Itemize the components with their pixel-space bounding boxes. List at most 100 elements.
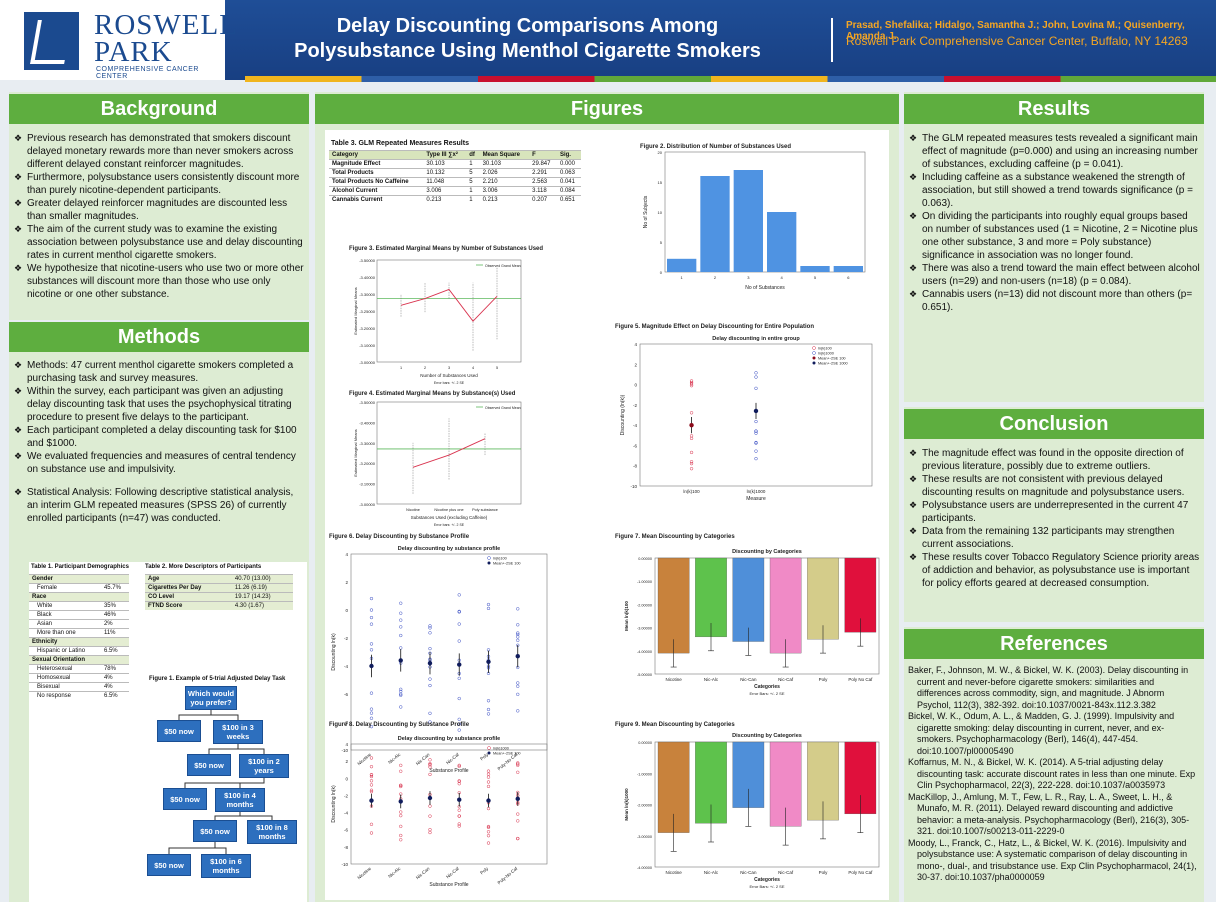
- fig4-note: Error bars: +/- 2 SE: [434, 523, 465, 527]
- table-cell: 0.084: [556, 186, 581, 196]
- table-cell: Homosexual: [29, 673, 101, 683]
- y-tick-label: 20: [658, 150, 663, 155]
- references-panel: References Baker, F., Johnson, M. W., & …: [904, 627, 1204, 902]
- x-tick-label: Nic-Alc: [387, 751, 402, 764]
- x-tick-label: Nic-Caf: [778, 870, 794, 875]
- table-cell: 3.006: [479, 186, 530, 196]
- table-row: Alcohol Current 3.006 1 3.006 3.118 0.084: [329, 186, 581, 196]
- y-tick-label: 5: [660, 240, 663, 245]
- x-tick-label: Nic-Can: [740, 870, 757, 875]
- fig6-mean-point: [457, 662, 462, 667]
- table-cell: 0.063: [556, 168, 581, 178]
- plot-frame: [664, 151, 866, 273]
- table-cell: Total Products No Caffeine: [329, 177, 424, 187]
- fig5-mean-point: [753, 408, 759, 414]
- table-row: Female 45.7%: [29, 583, 129, 593]
- fig5-point: [689, 434, 694, 438]
- fig8-point: [428, 765, 432, 769]
- fig7-note: Error Bars: +/- 2 SE: [749, 691, 784, 696]
- fig6-point: [369, 622, 374, 626]
- results-panel: Results The GLM repeated measures tests …: [904, 92, 1204, 402]
- x-tick-label: Nicotine plus one: [434, 508, 463, 512]
- fig6-point: [399, 692, 403, 696]
- table-cell: 0.000: [556, 159, 581, 169]
- table-cell: 0.207: [529, 195, 557, 204]
- plot-frame: [654, 557, 880, 675]
- fig8-point: [486, 834, 491, 838]
- fig6-point: [457, 622, 461, 626]
- fig9-xlabel: Categories: [754, 877, 780, 883]
- fig4-title: Figure 4. Estimated Marginal Means by Su…: [349, 391, 516, 397]
- fig6-point: [369, 724, 374, 729]
- fig5-point: [754, 449, 758, 453]
- fig8-point: [486, 841, 491, 845]
- x-tick-label: Nicotine: [666, 870, 683, 875]
- table-cell: 2.291: [529, 168, 557, 178]
- authors: Prasad, Shefalika; Hidalgo, Samantha J.;…: [846, 20, 1185, 42]
- fig5-legend-label: ln(k)100: [818, 347, 832, 351]
- background-list: Previous research has demonstrated that …: [14, 132, 306, 301]
- table-row: Total Products No Caffeine 11.048 5 2.210 2.…: [329, 177, 581, 187]
- fig6-point: [428, 711, 432, 715]
- logo-subtitle: COMPREHENSIVE CANCER CENTER: [96, 66, 199, 80]
- fig8-point: [428, 830, 432, 835]
- fig5-point: [754, 457, 758, 461]
- plot-frame: [350, 553, 548, 751]
- table-row: Homosexual 4%: [29, 673, 129, 683]
- results-item: Cannabis users (n=13) did not discount m…: [909, 288, 1201, 314]
- fig8-point: [516, 762, 520, 766]
- table-cell: 35%: [100, 601, 129, 611]
- fig8-point: [399, 824, 403, 829]
- fig6-point: [428, 626, 432, 630]
- fig5-legend-marker: [812, 351, 816, 355]
- x-tick-label: Nic-Alc: [704, 677, 719, 682]
- fig6-point: [369, 707, 374, 711]
- fig8-point: [369, 779, 374, 783]
- table-row: Cigarettes Per Day 11.26 (6.19): [145, 583, 293, 593]
- conclusion-item: These results are not consistent with pr…: [909, 473, 1201, 499]
- table-cell: 45.7%: [100, 583, 129, 593]
- references-list: Baker, F., Johnson, M. W., & Bickel, W. …: [908, 665, 1200, 884]
- fig9-subtitle: Discounting by Categories: [732, 733, 802, 739]
- x-tick-label: 4: [781, 275, 784, 280]
- fig5-legend-marker: [812, 361, 816, 365]
- fig7-ylabel: Mean ln(k)100: [624, 601, 629, 631]
- table-row: Magnitude Effect 30.103 1 30.103 29.847 0.000: [329, 159, 581, 169]
- fig6-point: [399, 618, 403, 622]
- results-item: There was also a trend toward the main e…: [909, 262, 1201, 288]
- fig9-ylabel: Mean ln(k)1000: [624, 788, 629, 821]
- fig9-note: Error Bars: +/- 2 SE: [749, 884, 784, 889]
- fig8-point: [369, 765, 374, 769]
- conclusion-item: Data from the remaining 132 participants…: [909, 525, 1201, 551]
- fig7-subtitle: Discounting by Categories: [732, 549, 802, 555]
- x-tick-label: Nic-Can: [740, 677, 757, 682]
- x-tick-label: 2: [424, 366, 426, 370]
- y-tick-label: -3.25000: [359, 309, 376, 314]
- flow-later-4: $100 in 8 months: [247, 820, 297, 844]
- y-tick-label: -2.00000: [637, 804, 652, 808]
- x-tick-label: 3: [747, 275, 750, 280]
- table-header-cell: Type III ∑x²: [423, 150, 467, 160]
- fig8-point: [516, 836, 520, 841]
- y-tick-label: -1.00000: [637, 772, 652, 776]
- y-tick-label: 0: [345, 776, 348, 781]
- fig6-legend-marker: [487, 556, 491, 560]
- y-tick-label: 0: [660, 270, 663, 275]
- y-tick-label: -8: [344, 845, 348, 850]
- table-cell: 30.103: [423, 159, 467, 169]
- fig6-point: [369, 691, 374, 695]
- fig8-point: [369, 774, 374, 779]
- table-cell: 19.17 (14.23): [231, 592, 293, 602]
- conclusion-heading: Conclusion: [904, 409, 1204, 439]
- table-header-cell: F: [529, 150, 557, 160]
- y-tick-label: -2.00000: [637, 603, 652, 607]
- table-cell: Bisexual: [29, 682, 101, 692]
- x-tick-label: 6: [847, 275, 850, 280]
- fig5-point: [754, 431, 758, 435]
- y-tick-label: -10: [341, 862, 348, 867]
- x-tick-label: Nic-Can: [415, 866, 431, 881]
- fig5-point: [689, 411, 694, 415]
- fig8-mean-point: [398, 799, 403, 804]
- table-row: Black 46%: [29, 610, 129, 620]
- y-tick-label: -2: [633, 403, 637, 408]
